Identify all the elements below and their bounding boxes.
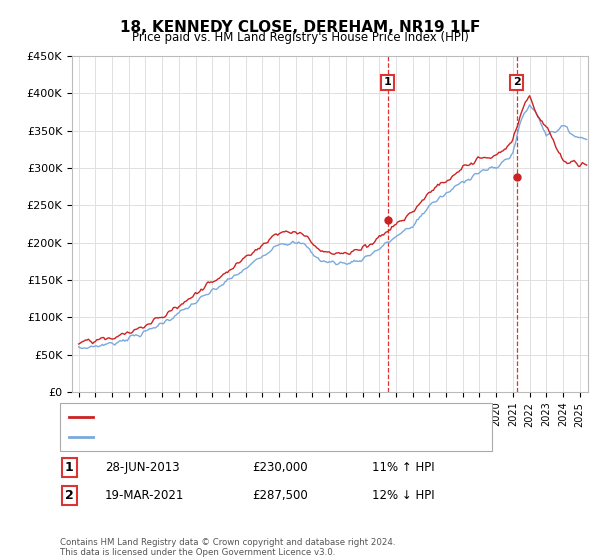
Text: HPI: Average price, detached house, Breckland: HPI: Average price, detached house, Brec… [98,432,343,442]
Text: 12% ↓ HPI: 12% ↓ HPI [372,489,434,502]
Text: 28-JUN-2013: 28-JUN-2013 [105,461,179,474]
Text: 2: 2 [65,489,73,502]
Text: 18, KENNEDY CLOSE, DEREHAM, NR19 1LF (detached house): 18, KENNEDY CLOSE, DEREHAM, NR19 1LF (de… [98,412,413,422]
Text: £230,000: £230,000 [252,461,308,474]
Text: 19-MAR-2021: 19-MAR-2021 [105,489,184,502]
Text: 1: 1 [65,461,73,474]
Text: 2: 2 [512,77,520,87]
Text: Price paid vs. HM Land Registry's House Price Index (HPI): Price paid vs. HM Land Registry's House … [131,31,469,44]
Text: £287,500: £287,500 [252,489,308,502]
Text: Contains HM Land Registry data © Crown copyright and database right 2024.
This d: Contains HM Land Registry data © Crown c… [60,538,395,557]
Text: 11% ↑ HPI: 11% ↑ HPI [372,461,434,474]
Text: 1: 1 [384,77,391,87]
Text: 18, KENNEDY CLOSE, DEREHAM, NR19 1LF: 18, KENNEDY CLOSE, DEREHAM, NR19 1LF [120,20,480,35]
